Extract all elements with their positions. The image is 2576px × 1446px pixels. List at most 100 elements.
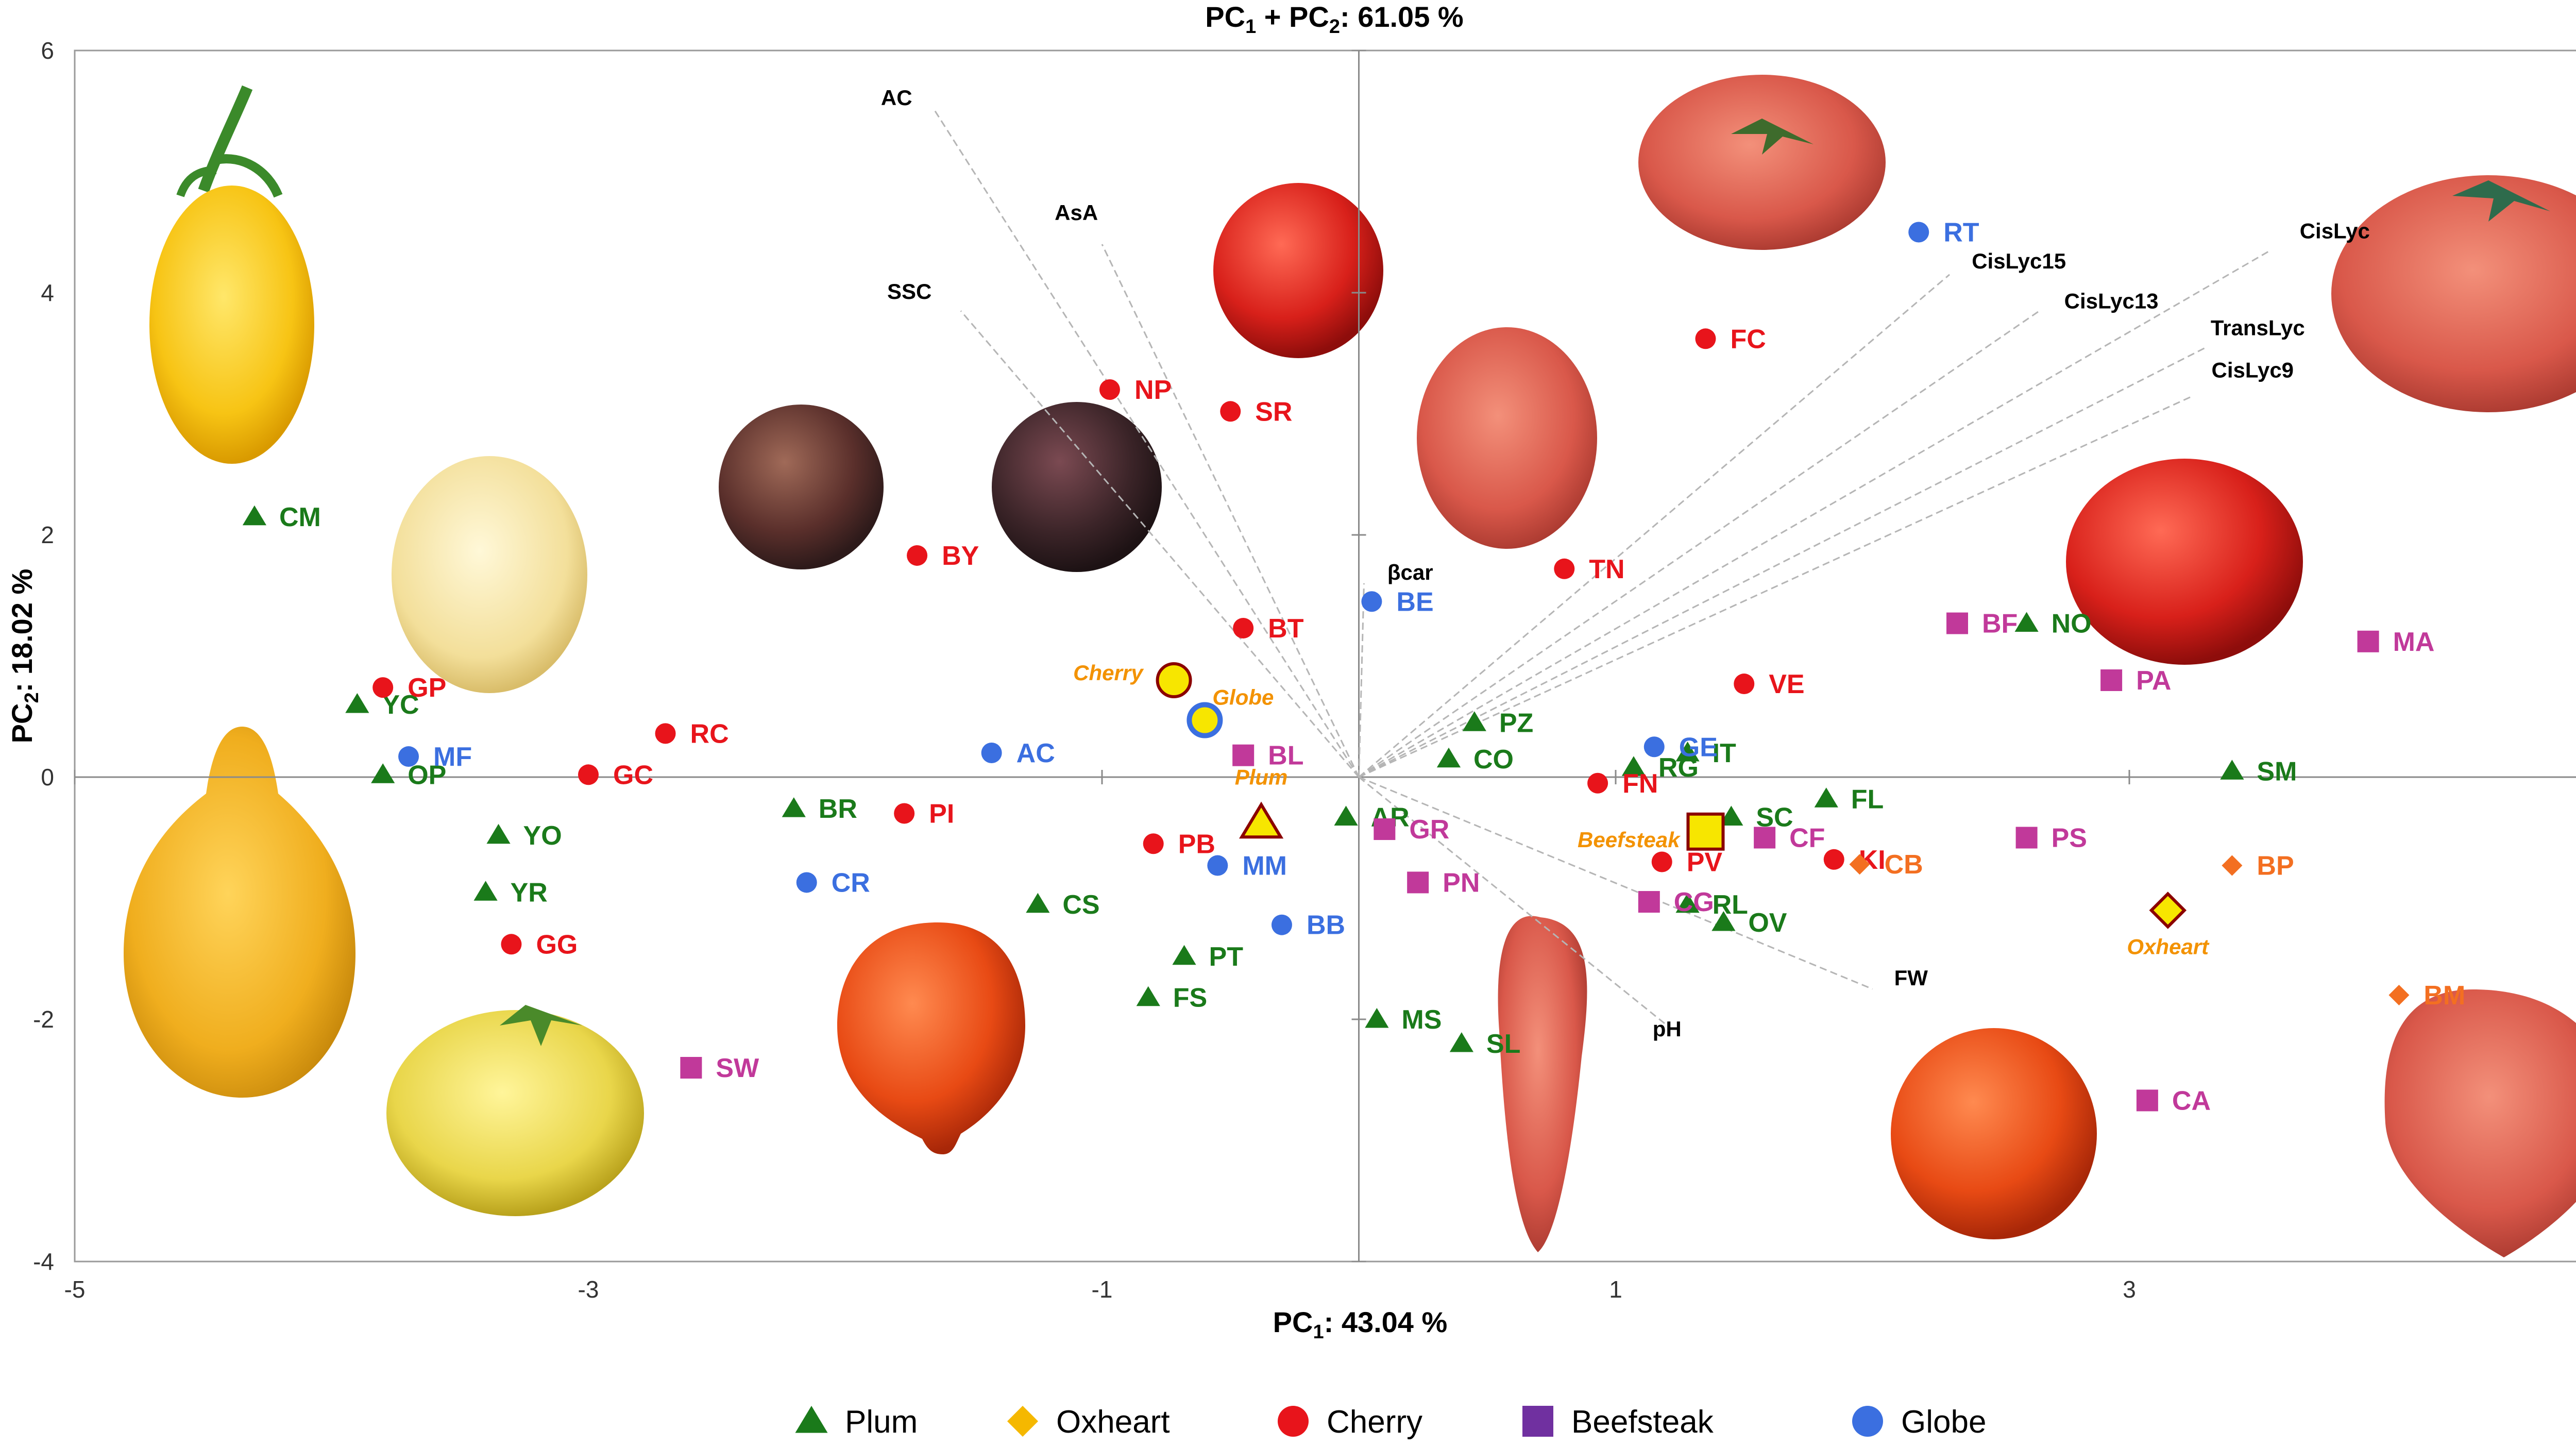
data-label-ca: CA — [2172, 1086, 2211, 1116]
data-label-bm: BM — [2424, 981, 2465, 1011]
data-label-ps: PS — [2052, 823, 2087, 853]
y-tick-label: -4 — [33, 1248, 54, 1275]
data-point-sr — [1220, 401, 1241, 422]
loading-label: CisLyc — [2300, 218, 2370, 243]
centroid-cherry — [1156, 662, 1192, 698]
data-label-cb: CB — [1885, 850, 1923, 880]
data-point-rl — [1675, 893, 1700, 913]
legend: Plum Oxheart Cherry Beefsteak Globe — [795, 1404, 1986, 1440]
data-label-ma: MA — [2393, 627, 2435, 657]
loading-label: βcar — [1387, 560, 1433, 584]
legend-label-oxheart: Oxheart — [1056, 1404, 1170, 1440]
data-label-sw: SW — [716, 1053, 759, 1083]
data-point-ma — [2357, 630, 2379, 652]
data-label-cg: CG — [1674, 887, 1714, 917]
data-label-bb: BB — [1307, 911, 1345, 940]
tomato-ribbed-right-image — [2331, 175, 2576, 412]
loading-vector-line — [1358, 583, 1365, 778]
loading-label: SSC — [887, 279, 931, 304]
loading-vector-line — [934, 110, 1360, 778]
centroid-oxheart — [2149, 892, 2187, 929]
data-point-sm — [2220, 760, 2244, 780]
loading-vectors: AC AsA SSC βcar CisLyc15 CisLyc13 CisLyc TransL… — [881, 86, 2370, 1041]
loading-label: TransLyc — [2211, 315, 2305, 340]
data-point-fs — [1136, 986, 1160, 1006]
tomato-images — [124, 75, 2576, 1257]
data-point-cs — [1026, 893, 1050, 913]
y-tick-label: 6 — [41, 37, 54, 64]
loading-vector-line — [1358, 776, 1873, 990]
data-label-pa: PA — [2136, 666, 2171, 696]
data-point-mf — [398, 746, 419, 767]
data-label-sm: SM — [2257, 756, 2297, 786]
centroid-label-plum: Plum — [1235, 765, 1288, 789]
data-point-ve — [1734, 674, 1755, 695]
data-label-bp: BP — [2257, 851, 2294, 881]
data-point-yo — [486, 823, 511, 844]
data-label-np: NP — [1134, 375, 1172, 405]
tomato-orange-pointed-image — [837, 922, 1025, 1154]
data-label-fn: FN — [1622, 769, 1658, 799]
centroid-beefsteak — [1686, 812, 1725, 851]
legend-label-beefsteak: Beefsteak — [1571, 1404, 1714, 1440]
data-label-sl: SL — [1486, 1029, 1520, 1059]
loading-label: AsA — [1055, 200, 1098, 225]
data-label-cm: CM — [279, 502, 321, 532]
data-label-sr: SR — [1255, 397, 1292, 427]
data-label-co: CO — [1473, 745, 1514, 775]
legend-marker-globe — [1852, 1406, 1883, 1437]
data-label-bt: BT — [1268, 614, 1304, 644]
data-point-ge — [1643, 736, 1665, 758]
y-tick-label: 4 — [41, 279, 54, 306]
legend-label-cherry: Cherry — [1327, 1404, 1422, 1440]
data-label-br: BR — [819, 794, 857, 824]
data-point-cg — [1638, 891, 1660, 913]
tomato-yellow-plum-image — [149, 85, 314, 464]
data-label-ge: GE — [1679, 732, 1718, 762]
data-point-co — [1436, 747, 1461, 768]
data-label-pn: PN — [1443, 868, 1480, 898]
loading-label: pH — [1653, 1017, 1682, 1041]
data-point-tn — [1554, 558, 1575, 579]
data-label-cs: CS — [1062, 890, 1099, 920]
data-label-gp: GP — [408, 673, 446, 703]
y-axis-title: PC2: 18.02 % — [6, 569, 43, 744]
data-point-pi — [894, 803, 915, 824]
data-point-fc — [1695, 328, 1716, 349]
data-point-by — [907, 545, 928, 566]
data-point-bb — [1271, 914, 1292, 935]
data-label-fs: FS — [1173, 983, 1207, 1013]
data-label-rt: RT — [1943, 218, 1979, 248]
data-point-cf — [1754, 827, 1776, 849]
data-label-ve: VE — [1769, 669, 1804, 699]
tomato-plum-red-image — [1417, 327, 1597, 549]
data-point-cm — [242, 505, 267, 526]
data-point-cb — [1849, 854, 1870, 875]
data-point-pb — [1143, 833, 1164, 854]
data-point-pv — [1651, 851, 1672, 872]
data-points: CMYCOPYOYRBRCSPTFSARPZCOMSSLITRGSCFLRLOV… — [242, 218, 2465, 1116]
data-point-ps — [2015, 827, 2038, 849]
data-point-ms — [1365, 1008, 1389, 1028]
tomato-orange-round-image — [1891, 1028, 2097, 1239]
data-point-pt — [1172, 945, 1196, 965]
centroid-label-beefsteak: Beefsteak — [1578, 828, 1681, 852]
data-point-pa — [2100, 669, 2123, 691]
loading-vector-line — [1358, 776, 1668, 1026]
data-label-ac: AC — [1016, 738, 1055, 768]
loading-vector-line — [1358, 274, 1951, 778]
data-point-sl — [1449, 1032, 1473, 1052]
legend-marker-oxheart — [1007, 1406, 1038, 1437]
data-label-yo: YO — [523, 821, 562, 851]
data-point-yr — [473, 881, 498, 901]
legend-marker-cherry — [1278, 1406, 1309, 1437]
tomato-long-pepper-image — [1498, 916, 1587, 1252]
data-point-yc — [345, 693, 369, 713]
data-label-bf: BF — [1982, 609, 2018, 639]
data-point-cr — [796, 872, 817, 893]
x-axis-title: PC1: 43.04 % — [1273, 1306, 1448, 1343]
data-point-op — [371, 763, 395, 783]
data-point-no — [2014, 612, 2039, 632]
data-label-ov: OV — [1748, 908, 1787, 938]
